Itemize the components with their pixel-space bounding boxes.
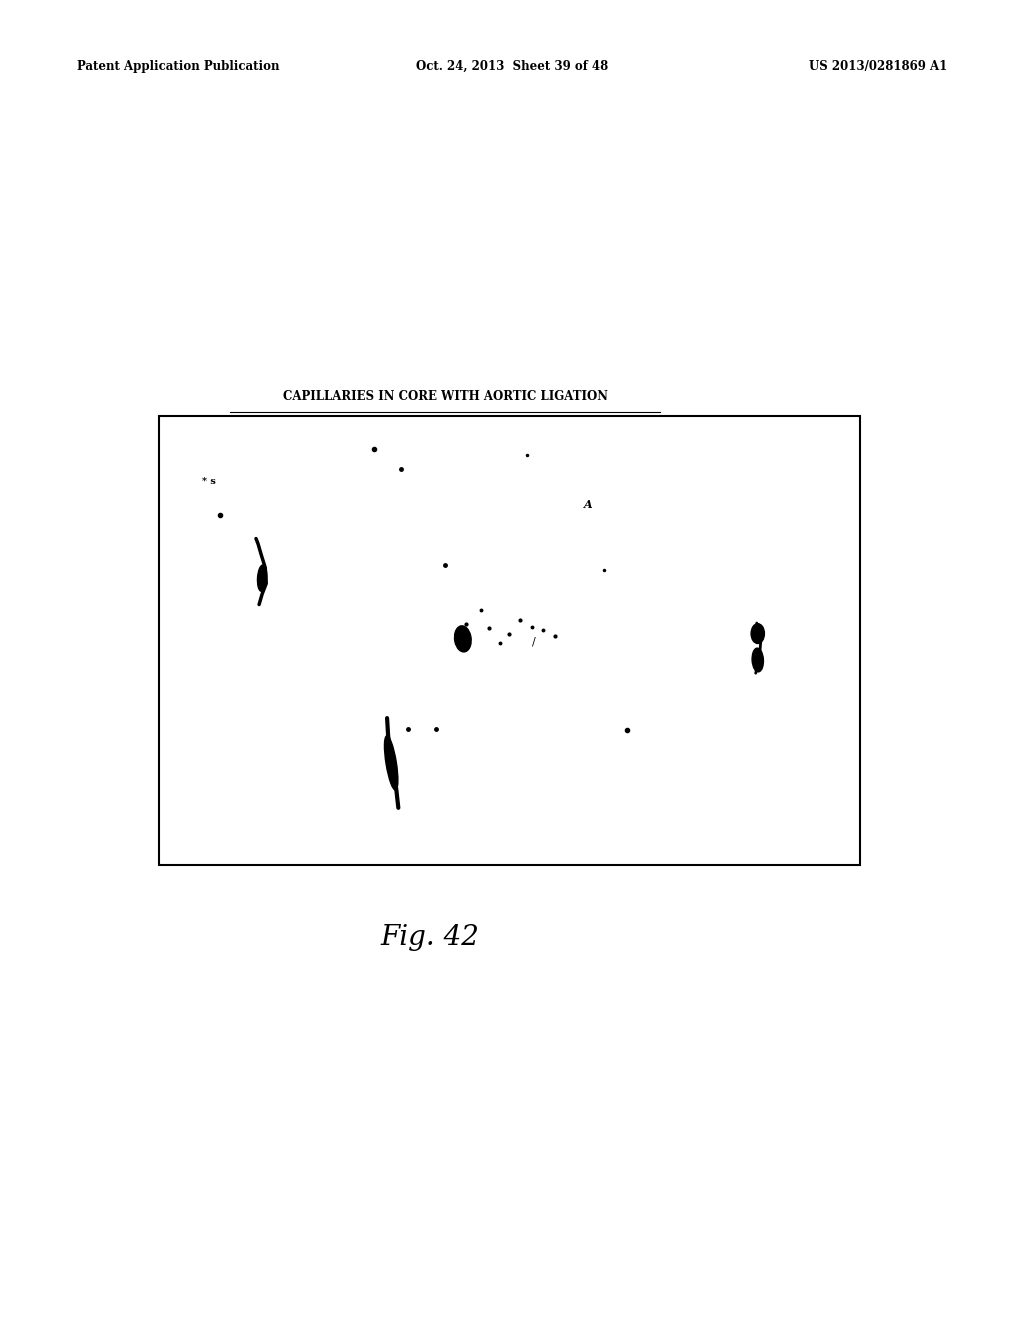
Text: Oct. 24, 2013  Sheet 39 of 48: Oct. 24, 2013 Sheet 39 of 48 [416,59,608,73]
Bar [159,416,860,865]
Text: CAPILLARIES IN CORE WITH AORTIC LIGATION: CAPILLARIES IN CORE WITH AORTIC LIGATION [283,389,608,403]
Ellipse shape [257,565,267,591]
Text: A: A [584,499,592,510]
Text: Fig. 42: Fig. 42 [381,924,479,950]
Ellipse shape [384,735,398,791]
Text: Patent Application Publication: Patent Application Publication [77,59,280,73]
Text: US 2013/0281869 A1: US 2013/0281869 A1 [809,59,947,73]
Ellipse shape [752,648,764,672]
Ellipse shape [455,626,471,652]
Text: /: / [532,636,537,647]
Text: * s: * s [202,478,216,486]
Ellipse shape [752,623,764,644]
